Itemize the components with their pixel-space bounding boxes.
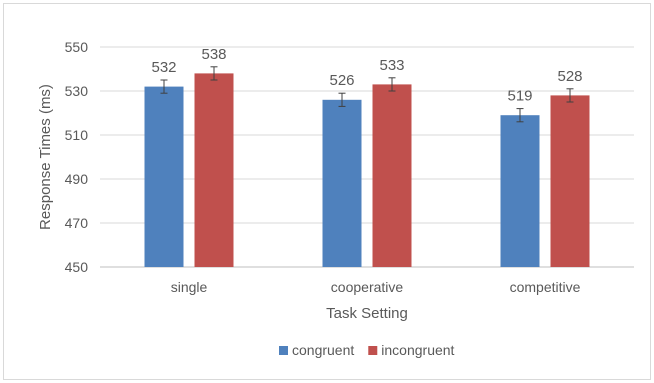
y-tick-label: 550 [65,39,89,55]
error-bars [160,66,574,123]
x-tick-label: competitive [510,279,581,295]
bar [322,99,362,267]
bar [500,115,540,267]
data-labels: 532 538 526 533 519 528 [151,46,582,105]
bar [372,84,412,268]
x-tick-label: cooperative [331,279,404,295]
bar [550,95,590,268]
y-tick-label: 530 [65,83,89,99]
data-label: 532 [151,59,176,76]
y-tick-label: 510 [65,127,89,143]
bar [144,86,184,267]
gridlines [100,46,634,268]
bar [194,73,234,268]
x-tick-labels: single cooperative competitive [171,279,581,295]
legend-swatch [279,346,288,355]
x-axis-title: Task Setting [326,305,408,322]
y-tick-labels: 450 470 490 510 530 550 [65,39,89,275]
legend-label: incongruent [381,342,454,358]
x-tick-label: single [171,279,208,295]
y-tick-label: 450 [65,259,89,275]
data-label: 533 [379,57,404,74]
data-label: 519 [507,88,532,105]
legend-label: congruent [292,342,354,358]
y-tick-label: 470 [65,215,89,231]
data-label: 528 [557,68,582,85]
data-label: 538 [201,46,226,63]
data-label: 526 [329,72,354,89]
legend: congruent incongruent [279,342,455,358]
bars [144,73,590,268]
y-tick-label: 490 [65,171,89,187]
y-axis-title: Response Times (ms) [37,84,54,230]
legend-swatch [368,346,378,355]
